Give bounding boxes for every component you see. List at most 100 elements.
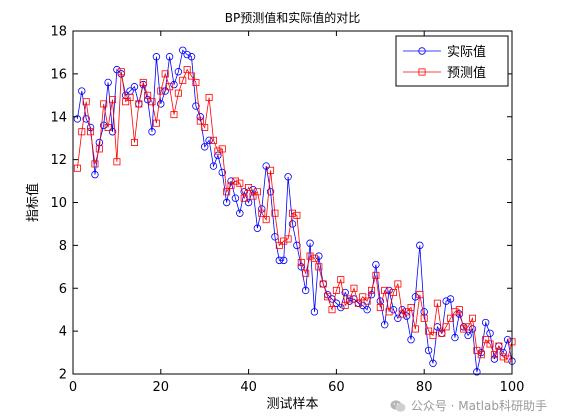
- data-point: [394, 280, 402, 288]
- data-point: [499, 353, 507, 361]
- data-point: [113, 65, 121, 74]
- data-point: [262, 162, 270, 170]
- data-point: [293, 211, 301, 219]
- data-point: [91, 170, 99, 179]
- data-point: [104, 123, 112, 131]
- data-point: [135, 100, 143, 108]
- data-point: [284, 235, 292, 243]
- data-point: [416, 291, 424, 299]
- data-point: [196, 117, 204, 125]
- y-tick-label: 2: [59, 368, 67, 383]
- data-point: [130, 138, 138, 146]
- data-point: [486, 340, 494, 348]
- x-tick-label: 80: [416, 380, 433, 395]
- data-point: [376, 304, 384, 312]
- data-point: [350, 284, 358, 292]
- data-point: [394, 314, 402, 322]
- data-point: [152, 53, 161, 61]
- data-point: [433, 299, 441, 307]
- data-point: [205, 136, 213, 145]
- data-point: [301, 286, 310, 295]
- data-point: [223, 188, 231, 196]
- data-point: [179, 46, 187, 54]
- data-point: [411, 325, 419, 333]
- data-point: [280, 237, 288, 245]
- x-tick-label: 60: [328, 380, 345, 395]
- data-point: [113, 158, 121, 166]
- data-point: [337, 303, 345, 312]
- data-point: [161, 70, 169, 78]
- data-point: [78, 128, 86, 136]
- data-point: [424, 346, 433, 355]
- y-tick-label: 14: [50, 110, 67, 125]
- data-point: [214, 151, 222, 160]
- y-tick-label: 10: [50, 196, 67, 211]
- data-point: [104, 78, 112, 87]
- data-point: [490, 351, 498, 359]
- data-point: [429, 331, 437, 339]
- data-point: [262, 216, 270, 224]
- data-point: [179, 76, 187, 84]
- data-point: [218, 145, 226, 153]
- y-tick-label: 12: [50, 153, 67, 168]
- data-point: [310, 308, 319, 316]
- y-tick-label: 4: [59, 325, 67, 340]
- data-point: [359, 301, 367, 310]
- data-point: [332, 286, 340, 294]
- data-point: [389, 305, 398, 314]
- data-point: [144, 91, 152, 99]
- data-point: [236, 209, 244, 217]
- data-point: [425, 327, 433, 335]
- data-point: [82, 98, 90, 106]
- data-point: [473, 346, 481, 354]
- data-point: [346, 295, 354, 303]
- data-point: [227, 177, 235, 185]
- data-point: [310, 254, 318, 262]
- data-point: [499, 348, 507, 357]
- data-point: [288, 220, 297, 228]
- data-point: [403, 308, 411, 316]
- chart-title: BP预测值和实际值的对比: [225, 10, 360, 25]
- data-point: [174, 89, 182, 97]
- data-point: [372, 260, 380, 269]
- data-point: [165, 53, 174, 61]
- data-point: [455, 306, 463, 314]
- data-point: [447, 314, 455, 322]
- data-point: [442, 297, 450, 305]
- data-point: [209, 162, 218, 170]
- data-point: [192, 78, 200, 86]
- data-point: [122, 98, 130, 106]
- legend-marker: [418, 68, 426, 76]
- data-point: [117, 68, 125, 76]
- data-point: [504, 355, 512, 363]
- data-point: [451, 333, 459, 342]
- data-point: [402, 312, 411, 320]
- data-point: [275, 256, 284, 265]
- data-point: [183, 50, 191, 59]
- data-point: [100, 100, 108, 108]
- data-point: [385, 286, 393, 295]
- data-point: [271, 209, 279, 217]
- data-point: [280, 256, 288, 265]
- data-point: [275, 241, 283, 249]
- data-point: [438, 329, 446, 337]
- data-point: [73, 115, 82, 123]
- data-point: [126, 93, 134, 101]
- data-point: [91, 160, 99, 168]
- data-point: [109, 96, 117, 104]
- y-tick-label: 6: [59, 282, 67, 297]
- data-point: [152, 119, 160, 127]
- data-point: [464, 331, 472, 340]
- data-point: [315, 263, 323, 271]
- data-point: [495, 342, 503, 350]
- data-point: [481, 318, 490, 327]
- data-point: [245, 183, 253, 191]
- data-point: [337, 276, 345, 284]
- data-point: [464, 323, 472, 331]
- data-point: [78, 87, 86, 95]
- data-point: [95, 145, 103, 153]
- data-point: [468, 325, 477, 333]
- data-point: [231, 177, 239, 185]
- data-point: [170, 111, 178, 119]
- data-point: [328, 306, 336, 314]
